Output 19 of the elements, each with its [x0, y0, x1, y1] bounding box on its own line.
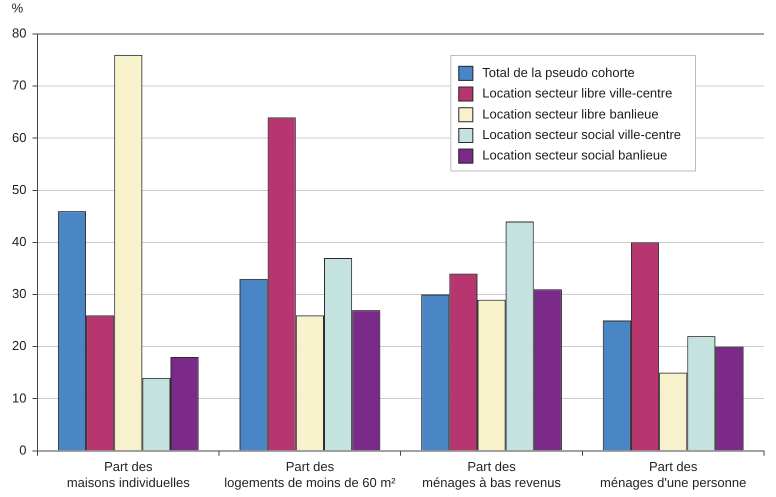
y-tick-label: 60: [12, 130, 26, 145]
y-tick-label: 10: [12, 390, 26, 406]
y-axis-title: %: [12, 0, 24, 16]
legend-label: Location secteur social banlieue: [482, 148, 668, 163]
legend-label: Location secteur libre ville-centre: [482, 86, 672, 101]
x-tick-label: Part des ménages d'une personne: [600, 459, 746, 490]
legend-label: Location secteur social ville-centre: [482, 127, 682, 142]
y-tick-label: 80: [12, 26, 26, 41]
x-tick-label: Part des maisons individuelles: [66, 459, 190, 490]
x-tick-label: Part des logements de moins de 60 m²: [224, 459, 396, 490]
y-tick-label: 50: [12, 182, 26, 197]
legend-label: Total de la pseudo cohorte: [482, 64, 635, 80]
x-tick-label: Part des ménages à bas revenus: [422, 459, 562, 490]
y-tick-label: 0: [19, 442, 26, 458]
y-tick-label: 70: [12, 78, 26, 93]
y-tick-label: 20: [12, 338, 26, 354]
y-tick-label: 30: [12, 286, 26, 302]
y-tick-label: 40: [12, 234, 26, 249]
legend-label: Location secteur libre banlieue: [482, 106, 659, 122]
